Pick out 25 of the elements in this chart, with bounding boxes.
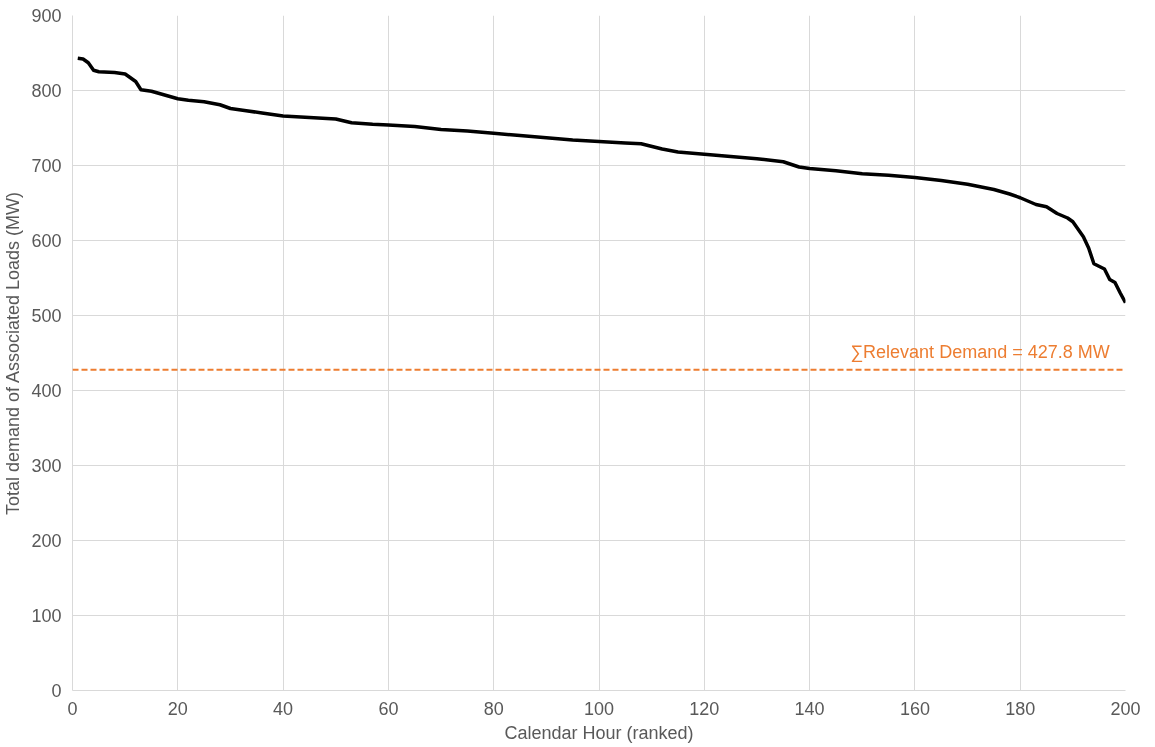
y-tick-label: 300 <box>31 456 62 476</box>
x-tick-label: 140 <box>794 698 825 719</box>
y-tick-label: 0 <box>51 681 62 701</box>
x-tick-label: 200 <box>1110 698 1141 719</box>
y-axis-title: Total demand of Associated Loads (MW) <box>3 191 24 516</box>
y-tick-label: 100 <box>31 606 62 626</box>
y-tick-label: 500 <box>31 306 62 326</box>
x-tick-label: 160 <box>899 698 930 719</box>
x-tick-label: 80 <box>483 698 504 719</box>
y-tick-label: 200 <box>31 531 62 551</box>
y-tick-label: 400 <box>31 381 62 401</box>
x-tick-label: 40 <box>273 698 294 719</box>
y-tick-label: 600 <box>31 231 62 251</box>
y-tick-label: 900 <box>31 6 62 26</box>
x-tick-label: 180 <box>1005 698 1036 719</box>
x-tick-label: 20 <box>167 698 188 719</box>
x-tick-label: 120 <box>689 698 720 719</box>
y-tick-label: 800 <box>31 81 62 101</box>
x-tick-label: 100 <box>583 698 615 719</box>
x-tick-label: 60 <box>378 698 399 719</box>
ref-line-label: ∑Relevant Demand = 427.8 MW <box>850 341 1110 362</box>
line-series <box>76 56 1126 305</box>
y-tick-label: 700 <box>31 156 62 176</box>
x-axis-title: Calendar Hour (ranked) <box>504 722 694 743</box>
x-tick-label: 0 <box>67 698 78 719</box>
